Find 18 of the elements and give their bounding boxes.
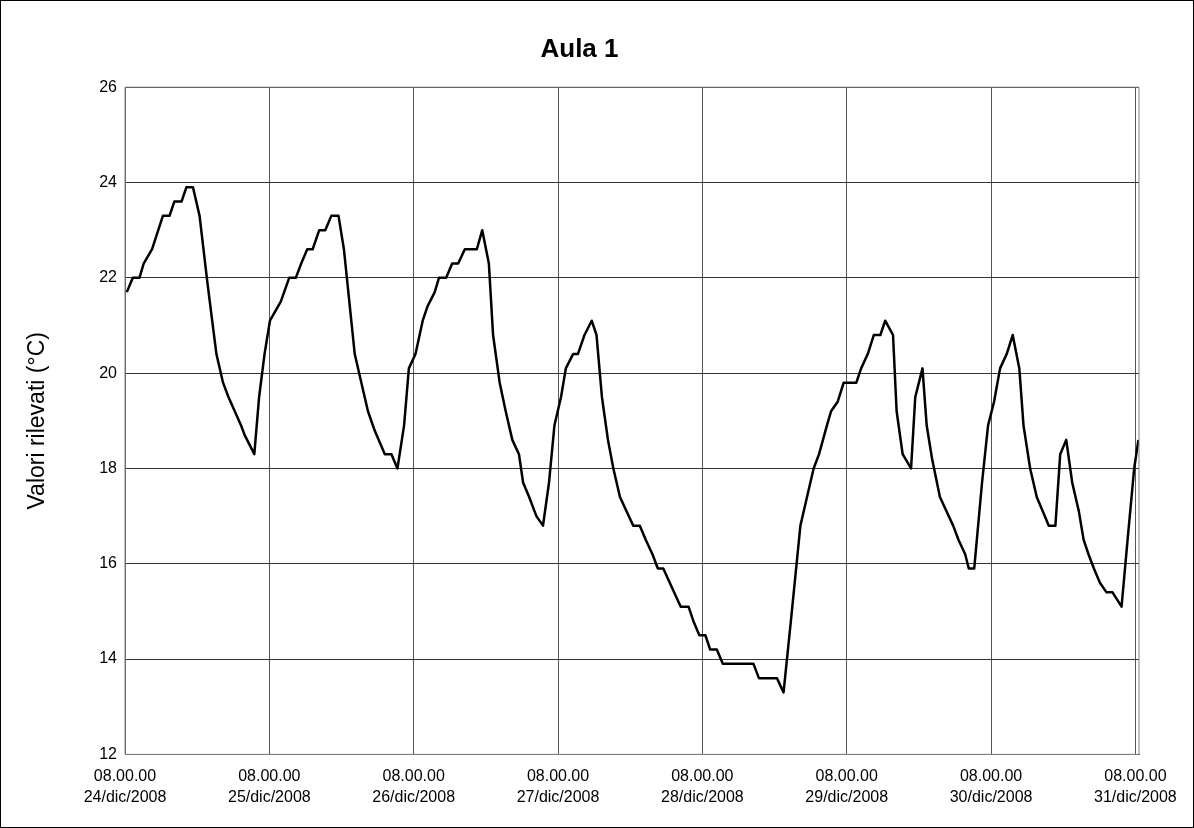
y-tick-label: 22	[99, 268, 118, 286]
x-tick-label: 08.00.00 28/dic/2008	[661, 767, 744, 806]
y-tick-label: 16	[99, 554, 118, 572]
y-tick-label: 24	[99, 172, 118, 190]
y-tick-label: 20	[99, 363, 118, 381]
x-tick-label: 08.00.00 29/dic/2008	[805, 767, 889, 806]
chart-title: Aula 1	[540, 32, 619, 63]
y-tick-label: 18	[99, 458, 118, 476]
x-tick-label: 08.00.00 25/dic/2008	[227, 767, 311, 806]
x-tick-label: 08.00.00 27/dic/2008	[516, 767, 600, 806]
x-tick-label: 08.00.00 30/dic/2008	[949, 767, 1033, 806]
y-axis-title: Valori rilevati (°C)	[23, 332, 50, 510]
x-tick-label: 08.00.00 31/dic/2008	[1094, 767, 1177, 806]
x-tick-label: 08.00.00 26/dic/2008	[372, 767, 456, 806]
x-tick-label: 08.00.00 24/dic/2008	[83, 767, 167, 806]
y-tick-label: 14	[99, 649, 118, 667]
y-tick-label: 12	[99, 744, 118, 762]
y-tick-label: 26	[99, 77, 118, 95]
